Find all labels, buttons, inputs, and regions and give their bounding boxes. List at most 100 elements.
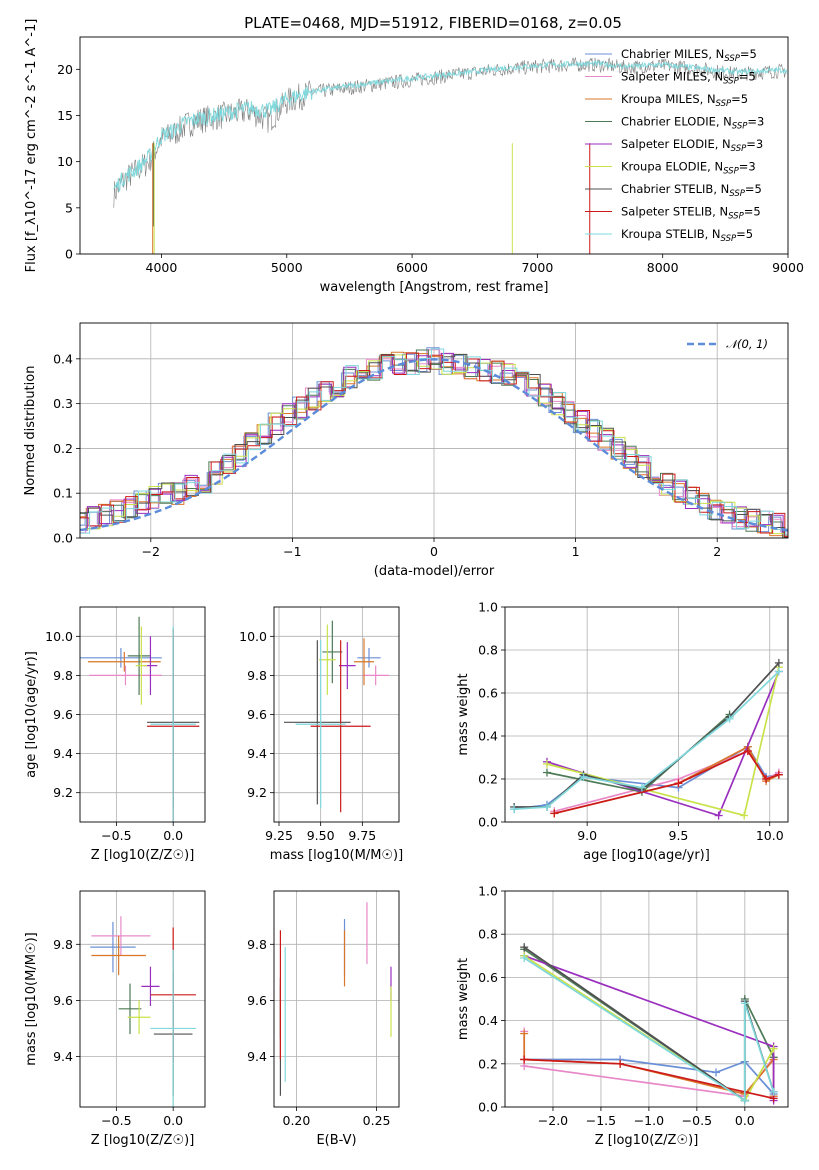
y-tick-label: 5: [65, 200, 73, 215]
histogram-kroupa-elodie: [80, 353, 788, 538]
legend-label: Salpeter STELIB, NSSP=5: [621, 205, 761, 222]
x-tick-label: 6000: [396, 260, 428, 275]
y-axis-label: mass [log10(M/M☉)]: [24, 932, 39, 1065]
y-tick-label: 1.0: [478, 884, 498, 899]
y-tick-label: 0.2: [478, 1056, 498, 1071]
y-tick-label: 9.4: [247, 746, 267, 761]
y-axis-label: Normed distribution: [23, 366, 38, 496]
x-tick-label: 9.25: [265, 828, 293, 843]
x-axis-label: wavelength [Angstrom, rest frame]: [320, 280, 549, 295]
x-tick-label: −0.5: [101, 828, 131, 843]
y-tick-label: 1.0: [478, 600, 498, 615]
legend-label: Salpeter MILES, NSSP=5: [621, 70, 756, 87]
x-axis-label: Z [log10(Z/Z☉)]: [91, 1133, 195, 1148]
x-tick-label: 8000: [647, 260, 679, 275]
plot-area-massweight-vs-Z: [520, 943, 778, 1105]
axes-frame: [504, 890, 789, 1108]
x-tick-label: 9000: [772, 260, 804, 275]
y-tick-label: 0.2: [53, 441, 73, 456]
axes-mass-vs-ebv: 0.20 0.25 9.4 9.6 9.8 E(B-V): [247, 890, 400, 1148]
x-tick-label: 0.0: [163, 828, 183, 843]
histogram-chabrier-elodie: [80, 349, 788, 538]
legend-label: Kroupa STELIB, NSSP=5: [621, 227, 753, 244]
weight-line: [546, 667, 780, 817]
axes-frame: [79, 890, 206, 1108]
x-tick-label: 0.25: [363, 1113, 391, 1128]
x-axis-label: Z [log10(Z/Z☉)]: [595, 1133, 699, 1148]
y-tick-label: 0.2: [478, 772, 498, 787]
y-tick-label: 15: [57, 108, 73, 123]
y-tick-label: 9.6: [247, 993, 267, 1008]
y-tick-label: 10.0: [45, 629, 73, 644]
y-tick-label: 9.4: [247, 1049, 267, 1064]
weight-line: [546, 713, 731, 793]
x-tick-label: 7000: [521, 260, 553, 275]
legend-label: Chabrier STELIB, NSSP=5: [621, 182, 762, 199]
y-tick-label: 0.6: [478, 970, 498, 985]
y-tick-label: 0: [65, 247, 73, 262]
y-tick-label: 9.4: [53, 746, 73, 761]
x-tick-label: 2: [713, 544, 721, 559]
legend-label: Chabrier ELODIE, NSSP=3: [621, 115, 764, 132]
x-tick-label: −0.5: [682, 1113, 712, 1128]
y-tick-label: 0.8: [478, 927, 498, 942]
x-axis-label: Z [log10(Z/Z☉)]: [91, 848, 195, 863]
x-axis-label: age [log10(age/yr)]: [583, 848, 710, 863]
legend-label: Kroupa ELODIE, NSSP=3: [621, 160, 756, 177]
axes-age-vs-mass: 9.25 9.50 9.75 9.2 9.4 9.6 9.8 10.0 mass [log10(…: [239, 606, 403, 863]
y-tick-label: 0.0: [478, 1100, 498, 1115]
x-tick-label: −2.0: [538, 1113, 568, 1128]
y-tick-label: 0.1: [53, 486, 73, 501]
x-tick-label: −1.0: [634, 1113, 664, 1128]
weight-line: [523, 957, 775, 1103]
histogram-salpeter-elodie: [80, 352, 788, 538]
plot-area-mass-vs-Z: [90, 916, 196, 1107]
y-axis-label: age [log10(age/yr)]: [24, 651, 39, 778]
y-tick-label: 9.8: [247, 937, 267, 952]
x-tick-label: 10.0: [756, 828, 784, 843]
histogram-kroupa-stelib: [80, 348, 788, 536]
x-tick-label: 0.0: [735, 1113, 755, 1128]
y-tick-label: 9.8: [53, 937, 73, 952]
y-axis-label: Flux [f_λ10^-17 erg cm^-2 s^-1 A^-1]: [24, 19, 39, 273]
legend-label-normal: 𝒩(0, 1): [726, 337, 768, 351]
x-axis-label: mass [log10(M/M☉)]: [270, 848, 403, 863]
y-tick-label: 0.0: [53, 531, 73, 546]
y-tick-label: 9.6: [53, 993, 73, 1008]
x-tick-label: 0.0: [163, 1113, 183, 1128]
histogram-chabrier-miles: [80, 347, 788, 533]
legend-label: Kroupa MILES, NSSP=5: [621, 92, 748, 109]
x-tick-label: −1: [283, 544, 301, 559]
y-tick-label: 9.6: [53, 707, 73, 722]
legend-label: Chabrier MILES, NSSP=5: [621, 47, 757, 64]
y-tick-label: 0.6: [478, 686, 498, 701]
axes-residuals: −2 −1 0 1 2 0.0 0.1 0.2 0.3 0.4 (data-model)/error…: [23, 322, 789, 579]
y-tick-label: 9.8: [53, 668, 73, 683]
axes-age-vs-Z: −0.5 0.0 9.2 9.4 9.6 9.8 10.0 Z [log10(Z/Z☉)] ag…: [24, 606, 206, 863]
x-tick-label: 9.5: [669, 828, 689, 843]
axes-massweight-vs-Z: −2.0 −1.5 −1.0 −0.5 0.0 0.0 0.2 0.4 0.6 0.8 1.0 Z […: [456, 884, 789, 1148]
spectrum-line-model: [113, 59, 788, 193]
axes-spectrum: 4000 5000 6000 7000 8000 9000 0 5 10 15 20 waveleng…: [24, 19, 804, 295]
y-tick-label: 10.0: [239, 629, 267, 644]
histogram-chabrier-stelib: [80, 353, 788, 538]
y-tick-label: 0.0: [478, 815, 498, 830]
y-tick-label: 0.8: [478, 643, 498, 658]
y-tick-label: 10: [57, 154, 73, 169]
plot-area-residuals: [80, 347, 788, 538]
x-tick-label: 0: [430, 544, 438, 559]
x-tick-label: 9.75: [348, 828, 376, 843]
axes-mass-vs-Z: −0.5 0.0 9.4 9.6 9.8 Z [log10(Z/Z☉)] mass [log…: [24, 890, 206, 1148]
x-tick-label: 0.20: [283, 1113, 311, 1128]
y-tick-label: 20: [57, 62, 73, 77]
y-axis-label: mass weight: [456, 958, 471, 1040]
spectrum-legend: Chabrier MILES, NSSP=5 Salpeter MILES, NS…: [585, 47, 764, 244]
figure-title: PLATE=0468, MJD=51912, FIBERID=0168, z=0…: [244, 14, 622, 32]
x-tick-label: 5000: [271, 260, 303, 275]
spectrum-line-observed: [113, 57, 787, 208]
axes-frame: [273, 890, 400, 1108]
y-tick-label: 0.4: [478, 1013, 498, 1028]
y-tick-label: 9.4: [53, 1049, 73, 1064]
plot-area-age-vs-mass: [284, 620, 389, 813]
